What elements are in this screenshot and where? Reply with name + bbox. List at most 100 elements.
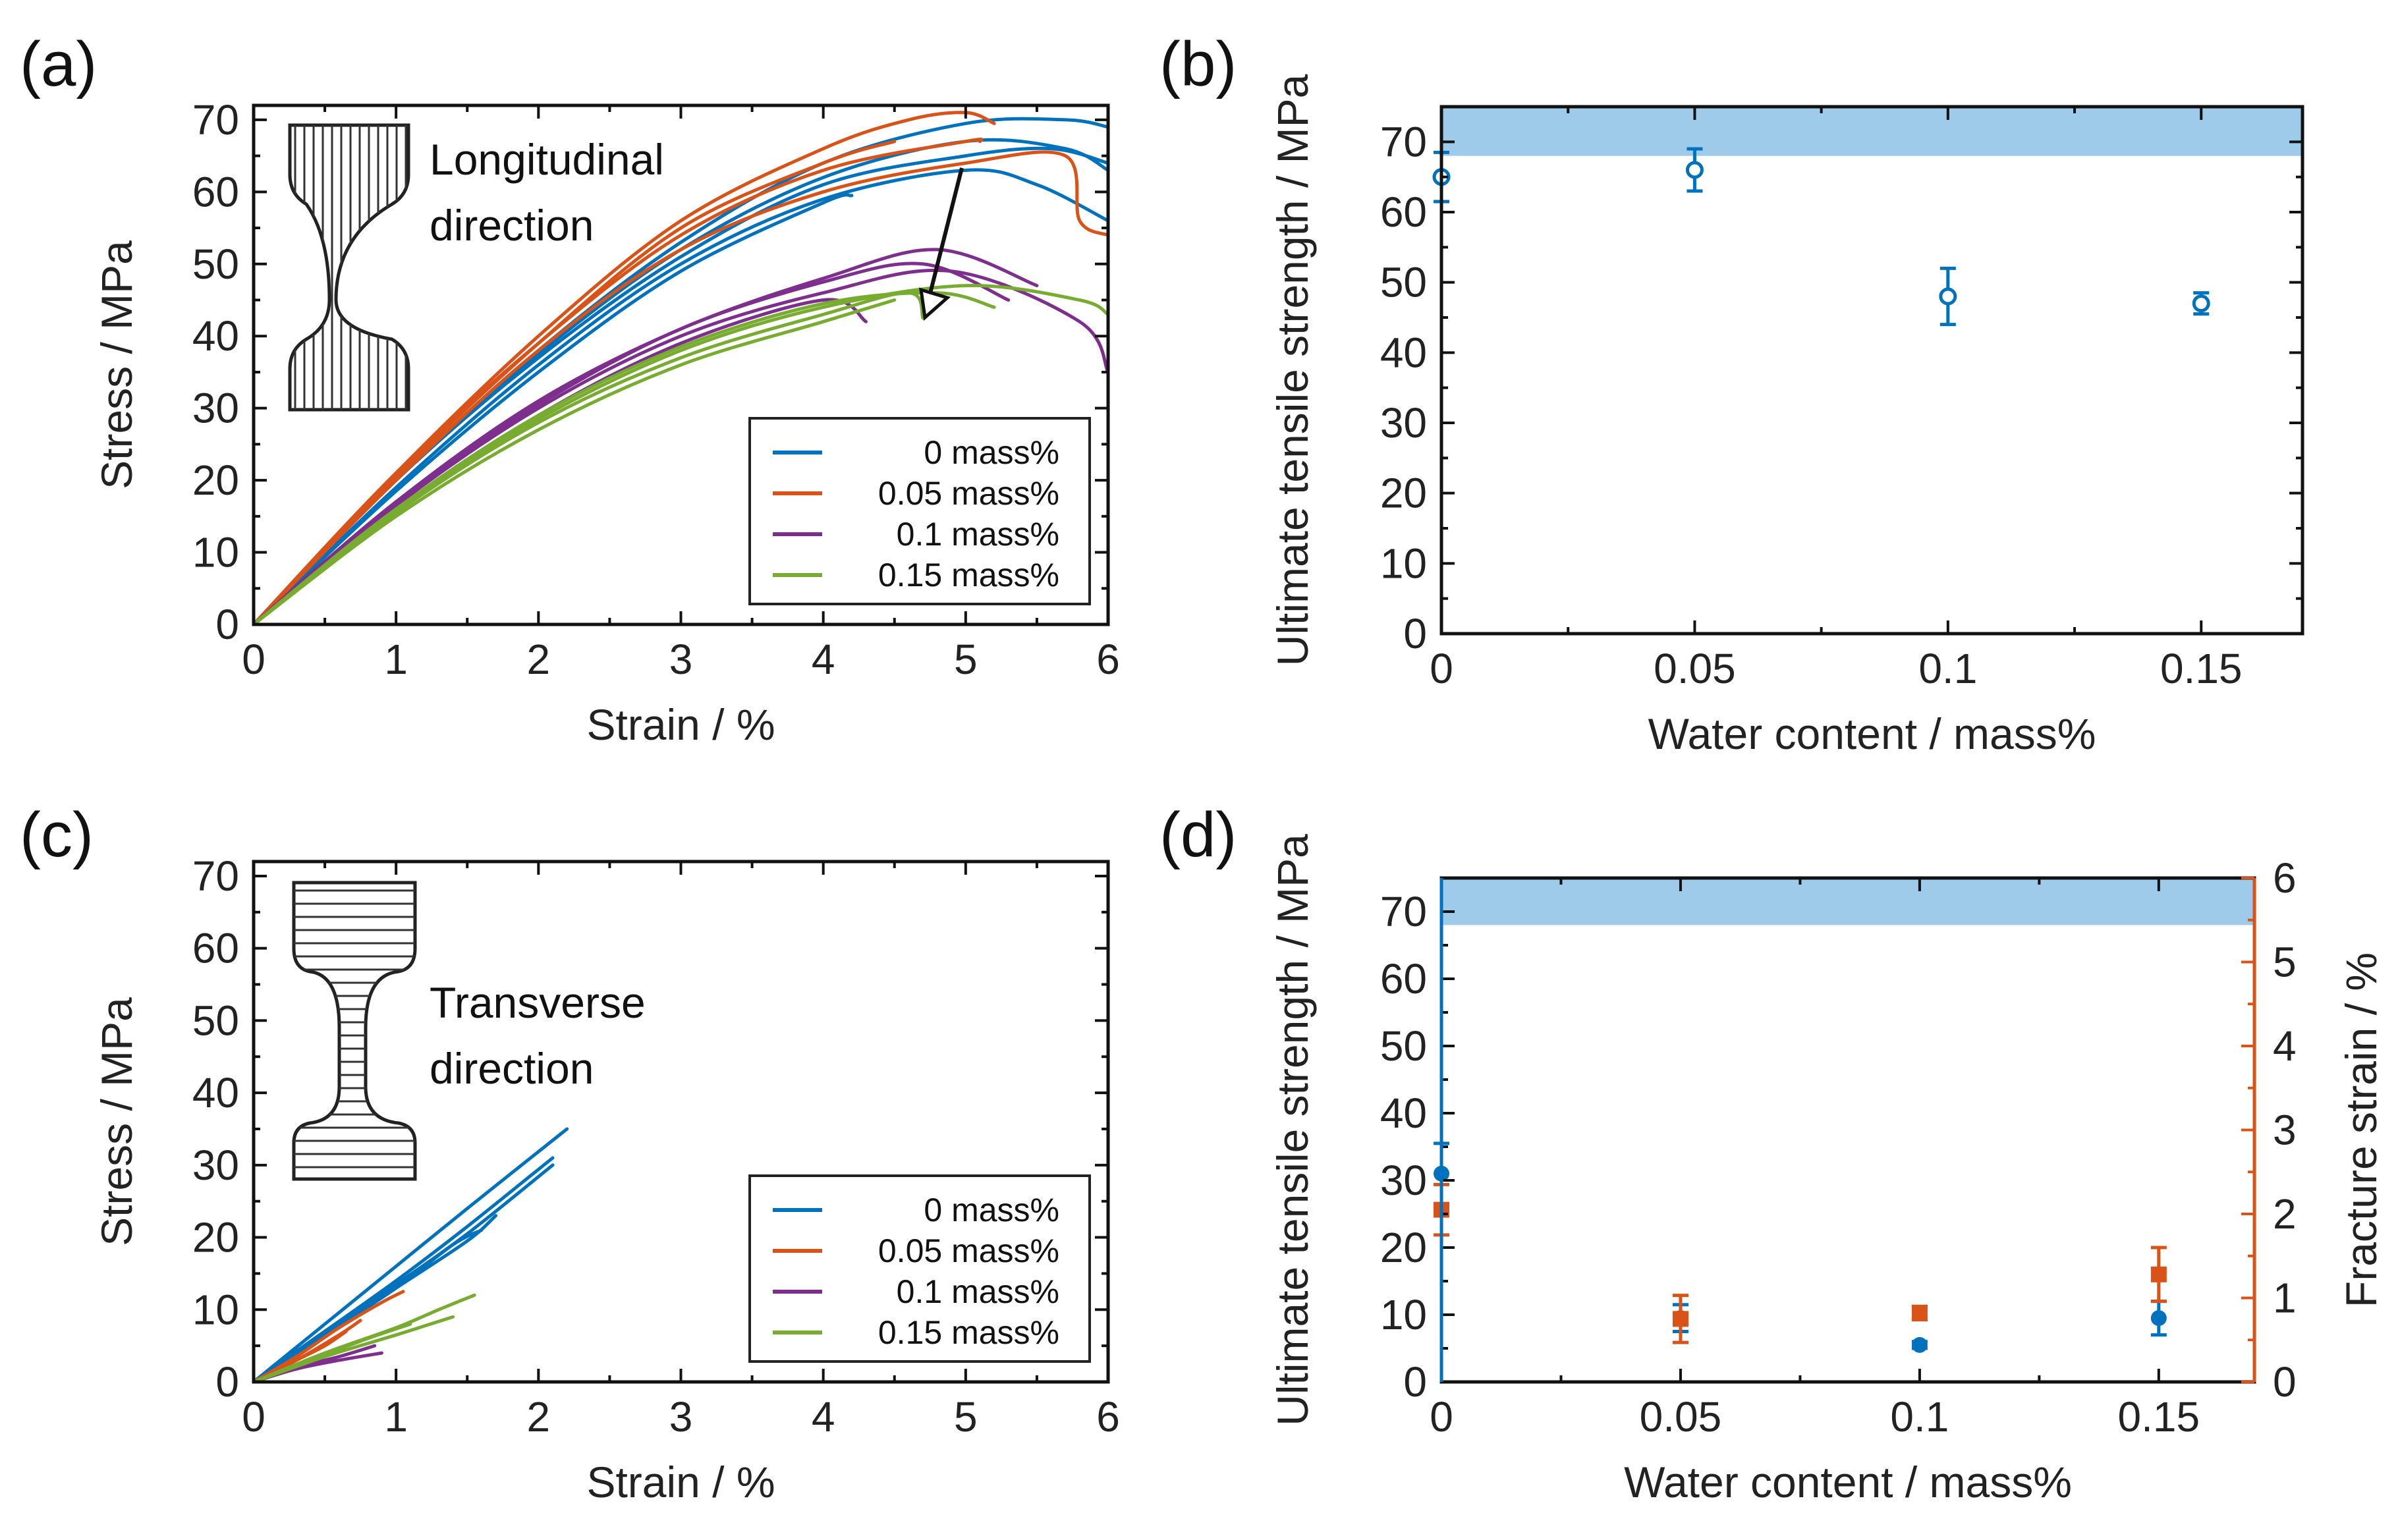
- x-axis-label: Water content / mass%: [1648, 709, 2096, 758]
- curve-0-mass-: [252, 193, 854, 626]
- panel-b-label: (b): [1159, 29, 1237, 99]
- y-tick-label: 0: [1403, 1358, 1427, 1406]
- x-tick-label: 5: [954, 1393, 978, 1441]
- legend-entry: 0 mass%: [924, 434, 1059, 471]
- y-tick-label: 20: [192, 456, 239, 504]
- reference-band: [1441, 107, 2302, 156]
- y-tick-label: 50: [1380, 259, 1427, 306]
- panel-c-curves: [252, 1127, 569, 1384]
- x-tick-label: 0.15: [2118, 1393, 2200, 1441]
- data-point-square: [1911, 1305, 1928, 1321]
- legend-entry: 0.05 mass%: [878, 1232, 1059, 1269]
- x-tick-label: 6: [1096, 1393, 1120, 1441]
- y-tick-label: 30: [192, 1141, 239, 1189]
- curve-0-05-mass-: [252, 137, 984, 626]
- y-tick-label: 20: [192, 1214, 239, 1261]
- panel-d-reference-band: [1441, 878, 2254, 925]
- y-tick-label: 0: [215, 1358, 239, 1406]
- x-tick-label: 0.1: [1918, 645, 1977, 692]
- y-tick-label: 70: [1380, 888, 1427, 935]
- panel-c-legend: 0 mass% 0.05 mass% 0.1 mass% 0.15 mass%: [748, 1174, 1091, 1363]
- y-tick-label: 30: [192, 385, 239, 432]
- y-tick-label: 60: [192, 168, 239, 215]
- x-tick-label: 0.15: [2160, 645, 2243, 692]
- curve-0-15-mass-: [252, 290, 996, 626]
- panel-c-label: (c): [20, 800, 94, 870]
- legend-entry: 0 mass%: [924, 1192, 1059, 1228]
- x-tick-label: 0.05: [1654, 645, 1736, 692]
- reference-band: [1441, 878, 2254, 925]
- x-tick-label: 3: [669, 1393, 693, 1441]
- longitudinal-specimen-icon: [288, 123, 410, 412]
- data-point-circle: [2150, 1310, 2167, 1327]
- y-tick-label: 30: [1380, 399, 1427, 447]
- curve-0-15-mass-: [252, 298, 897, 626]
- panel-c-inset-text-1: Transverse: [430, 978, 646, 1027]
- y-tick-label: 10: [192, 529, 239, 576]
- y-tick-label: 70: [192, 96, 239, 144]
- panel-c: (c) Transverse direction 0 1 2 3 4 5 601020304…: [20, 800, 1120, 1506]
- y-axis-label: Stress / MPa: [92, 997, 141, 1246]
- legend-entry: 0.1 mass%: [897, 1273, 1059, 1310]
- data-point-circle: [2192, 294, 2210, 313]
- curve-0-mass-: [252, 168, 1110, 626]
- y-tick-label: 10: [1380, 539, 1427, 587]
- right-y-tick-label: 2: [2273, 1190, 2297, 1238]
- x-tick-label: 0.1: [1890, 1393, 1949, 1441]
- data-point-square: [1672, 1311, 1688, 1327]
- y-tick-label: 30: [1380, 1157, 1427, 1204]
- curve-0-mass-: [252, 1163, 555, 1384]
- x-tick-label: 5: [954, 636, 978, 683]
- curve-0-mass-: [252, 1214, 497, 1384]
- panel-a-label: (a): [20, 29, 97, 99]
- x-tick-label: 0: [242, 636, 265, 683]
- data-point-circle: [1685, 161, 1704, 179]
- x-tick-label: 6: [1096, 636, 1120, 683]
- y-tick-label: 70: [1380, 118, 1427, 165]
- curve-0-05-mass-: [252, 150, 1110, 626]
- x-axis-label: Water content / mass%: [1624, 1458, 2072, 1506]
- y-tick-label: 20: [1380, 1224, 1427, 1271]
- x-tick-label: 0: [1430, 1393, 1453, 1441]
- x-tick-label: 2: [527, 636, 551, 683]
- panel-d-frame: [1439, 876, 2256, 1384]
- y-tick-label: 60: [1380, 955, 1427, 1003]
- y-tick-label: 50: [1380, 1022, 1427, 1070]
- y-tick-label: 50: [192, 240, 239, 288]
- x-tick-label: 0: [242, 1393, 265, 1441]
- panel-a-curves: [252, 111, 1110, 626]
- right-y-tick-label: 3: [2273, 1107, 2297, 1154]
- panel-b-reference-band: [1441, 107, 2302, 156]
- y-tick-label: 10: [1380, 1291, 1427, 1338]
- curve-0-15-mass-: [252, 291, 925, 626]
- y-tick-label: 50: [192, 997, 239, 1044]
- panel-c-inset-text-2: direction: [430, 1044, 594, 1093]
- panel-b-frame: [1439, 105, 2304, 636]
- curve-0-1-mass-: [252, 268, 1110, 626]
- panel-a: (a) Longitudinal direction 0 1 2 3 4 5 6010203…: [20, 29, 1120, 749]
- x-axis-label: Strain / %: [586, 1458, 775, 1506]
- y-axis-label: Stress / MPa: [92, 240, 141, 489]
- data-point-circle: [1939, 287, 1957, 306]
- legend-entry: 0.1 mass%: [897, 516, 1059, 553]
- right-y-tick-label: 6: [2273, 854, 2297, 902]
- y-tick-label: 40: [1380, 329, 1427, 376]
- y-tick-label: 0: [215, 601, 239, 648]
- panel-d-label: (d): [1159, 800, 1237, 870]
- right-y-tick-label: 5: [2273, 939, 2297, 986]
- x-tick-label: 1: [384, 1393, 408, 1441]
- curve-0-1-mass-: [252, 261, 1011, 626]
- y-axis-label: Ultimate tensile strength / MPa: [1268, 74, 1317, 666]
- curve-0-05-mass-: [252, 1290, 405, 1384]
- x-tick-label: 2: [527, 1393, 551, 1441]
- transverse-specimen-icon: [292, 881, 417, 1181]
- curve-0-15-mass-: [252, 1322, 412, 1384]
- x-tick-label: 0: [1430, 645, 1453, 692]
- x-tick-label: 3: [669, 636, 693, 683]
- y-tick-label: 20: [1380, 470, 1427, 517]
- panel-a-inset-text-2: direction: [430, 201, 594, 250]
